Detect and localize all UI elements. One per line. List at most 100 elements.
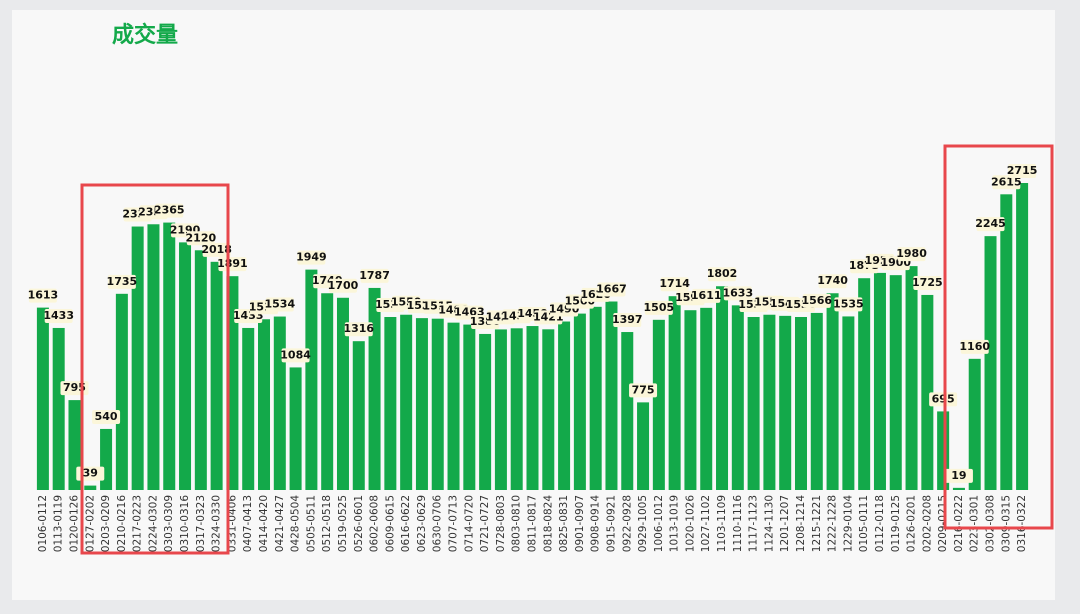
x-tick-label: 0113-0119	[53, 495, 65, 552]
value-label: 1611	[691, 289, 722, 302]
x-tick-label: 0127-0202	[84, 495, 96, 552]
value-label: 1667	[596, 283, 627, 296]
value-label-bg	[218, 257, 247, 272]
bar	[858, 278, 871, 490]
bar	[305, 269, 318, 490]
bar	[131, 226, 144, 491]
x-tick-label: 0616-0622	[400, 495, 412, 552]
x-tick-label: 0623-0629	[416, 495, 428, 552]
bar	[1000, 194, 1013, 490]
x-tick-label: 0112-0118	[874, 495, 886, 552]
x-tick-label: 1215-1221	[811, 495, 823, 552]
highlight-box	[943, 144, 1054, 530]
bar	[668, 296, 681, 490]
bars: 0106-0112 0113-0119 0120-0126 0127-0202 0203…	[28, 164, 1037, 553]
x-tick-label: 0120-0126	[68, 495, 80, 553]
value-label-bg	[976, 217, 1005, 232]
value-label: 1787	[359, 269, 390, 282]
value-label: 19	[951, 469, 966, 482]
bar	[194, 250, 207, 490]
value-label: 1740	[817, 274, 848, 287]
bar	[905, 266, 918, 490]
value-label: 1891	[217, 257, 248, 270]
value-label-bg	[960, 339, 989, 354]
value-label-bg	[613, 313, 642, 328]
value-label: 1397	[612, 313, 643, 326]
x-tick-label: 1020-1026	[684, 495, 696, 553]
bar	[968, 358, 981, 490]
value-label-bg	[644, 300, 673, 315]
x-tick-label: 0303-0309	[163, 495, 175, 552]
x-tick-label: 0803-0810	[511, 495, 523, 552]
bar	[810, 312, 823, 490]
value-label: 1160	[959, 340, 990, 353]
bar	[589, 306, 602, 490]
x-tick-label: 0317-0323	[195, 495, 207, 552]
bar	[289, 367, 302, 490]
value-label: 1566	[801, 294, 832, 307]
highlight-box	[80, 183, 230, 555]
x-tick-label: 0223-0301	[969, 495, 981, 552]
x-tick-label: 1110-1116	[732, 495, 744, 553]
x-tick-label: 0324-0330	[211, 495, 223, 552]
value-label-bg	[897, 247, 926, 262]
value-label: 1433	[43, 309, 74, 322]
x-tick-label: 0512-0518	[321, 495, 333, 552]
value-label: 1535	[833, 297, 864, 310]
bar	[747, 316, 760, 490]
value-label: 1980	[896, 247, 927, 260]
x-tick-label: 0811-0817	[527, 495, 539, 552]
x-tick-label: 0825-0831	[558, 495, 570, 552]
value-label: 1700	[328, 279, 359, 292]
bar	[36, 307, 49, 490]
bar	[700, 307, 713, 490]
value-label-bg	[92, 409, 121, 424]
value-label: 2615	[991, 175, 1022, 188]
value-label-bg	[913, 275, 942, 290]
bar	[621, 332, 634, 490]
x-tick-label: 0310-0316	[179, 495, 191, 553]
bar	[352, 341, 365, 490]
x-tick-label: 0217-0223	[132, 495, 144, 552]
bar	[258, 319, 271, 490]
value-label: 1949	[296, 251, 327, 264]
value-label-bg	[818, 274, 847, 289]
value-label-bg	[708, 267, 737, 282]
x-tick-label: 0908-0914	[590, 495, 602, 553]
value-label-bg	[723, 286, 752, 301]
value-label: 39	[83, 467, 98, 480]
bar	[984, 236, 997, 490]
bar	[794, 316, 807, 490]
value-label-bg	[929, 392, 958, 407]
x-tick-label: 0414-0420	[258, 495, 270, 552]
bar	[826, 293, 839, 490]
bar	[336, 297, 349, 490]
x-tick-label: 1117-1123	[748, 495, 760, 552]
bar	[115, 293, 128, 490]
x-tick-label: 0216-0222	[953, 495, 965, 552]
bar	[415, 318, 428, 490]
x-tick-label: 0105-0111	[858, 495, 870, 552]
bar	[163, 222, 176, 491]
x-tick-label: 1201-1207	[779, 495, 791, 552]
value-label-bg	[155, 203, 184, 218]
value-label-bg	[1008, 164, 1037, 178]
bar	[100, 428, 113, 490]
x-tick-label: 0203-0209	[100, 495, 112, 552]
x-tick-label: 0526-0601	[353, 495, 365, 552]
x-tick-label: 1013-1019	[669, 495, 681, 552]
value-label: 2365	[154, 204, 185, 217]
x-tick-label: 0721-0727	[479, 495, 491, 552]
bar	[637, 402, 650, 490]
bar	[526, 326, 539, 490]
x-tick-label: 0818-0824	[542, 495, 554, 553]
x-tick-label: 0428-0504	[290, 495, 302, 553]
x-tick-label: 0728-0803	[495, 495, 507, 552]
bar	[463, 324, 476, 490]
bar	[542, 329, 555, 490]
value-label-bg	[629, 383, 658, 398]
bar	[147, 224, 160, 490]
x-tick-label: 0915-0921	[605, 495, 617, 552]
